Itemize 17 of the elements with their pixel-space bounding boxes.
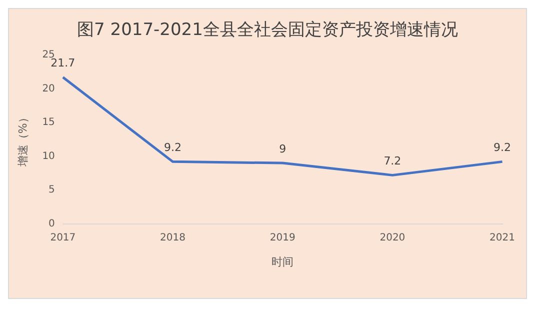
y-tick-label: 20 [42,83,55,94]
x-tick-label: 2018 [160,232,186,244]
x-tick-label: 2021 [490,232,515,244]
data-label: 9.2 [164,141,182,154]
y-axis-title: 增速（%） [16,112,30,168]
x-tick-label: 2020 [380,232,406,244]
y-tick-label: 5 [48,184,55,196]
chart-title: 图7 2017-2021全县全社会固定资产投资增速情况 [76,19,459,41]
x-tick-label: 2019 [270,232,296,244]
data-label: 9.2 [494,141,512,154]
x-axis-title: 时间 [272,255,294,268]
y-tick-label: 0 [48,218,55,230]
y-tick-label: 15 [42,117,55,128]
y-tick-label: 10 [42,150,55,162]
x-tick-label: 2017 [50,232,76,244]
data-label: 9 [279,142,286,156]
data-label: 7.2 [384,154,402,168]
